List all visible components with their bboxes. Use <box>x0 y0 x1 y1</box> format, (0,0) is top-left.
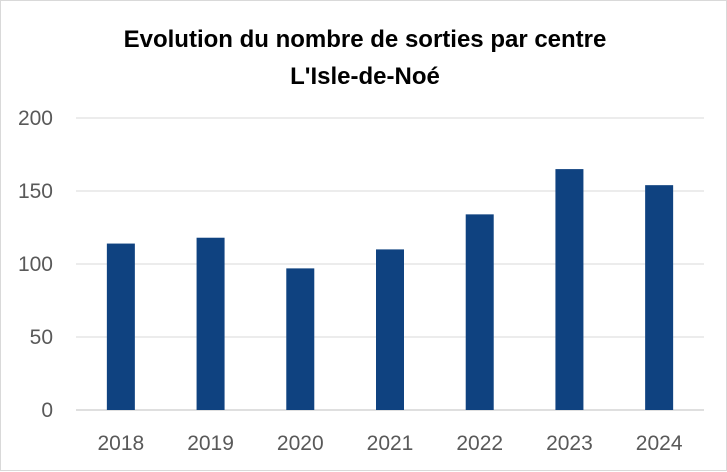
x-tick-label: 2023 <box>546 432 593 455</box>
bar <box>376 249 404 410</box>
x-tick-label: 2024 <box>636 432 683 455</box>
bar <box>286 268 315 410</box>
chart-title: Evolution du nombre de sorties par centr… <box>124 26 607 53</box>
x-axis-ticks: 2018 2019 2020 2021 2022 2023 2024 <box>97 432 682 455</box>
bar <box>465 214 494 410</box>
bar <box>645 185 674 410</box>
x-tick-label: 2019 <box>187 432 234 455</box>
y-tick-label: 150 <box>18 180 53 203</box>
x-tick-label: 2022 <box>456 432 503 455</box>
y-tick-label: 100 <box>18 253 53 276</box>
y-axis-ticks: 0 50 100 150 200 <box>18 107 53 422</box>
x-tick-label: 2018 <box>97 432 144 455</box>
bar <box>196 237 225 410</box>
y-tick-label: 50 <box>30 326 53 349</box>
y-tick-label: 0 <box>41 399 53 422</box>
y-tick-label: 200 <box>18 107 53 130</box>
bar <box>555 169 584 410</box>
bar <box>106 243 135 410</box>
bars <box>106 169 674 410</box>
x-tick-label: 2021 <box>367 432 414 455</box>
x-tick-label: 2020 <box>277 432 324 455</box>
chart-subtitle: L'Isle-de-Noé <box>290 63 440 90</box>
